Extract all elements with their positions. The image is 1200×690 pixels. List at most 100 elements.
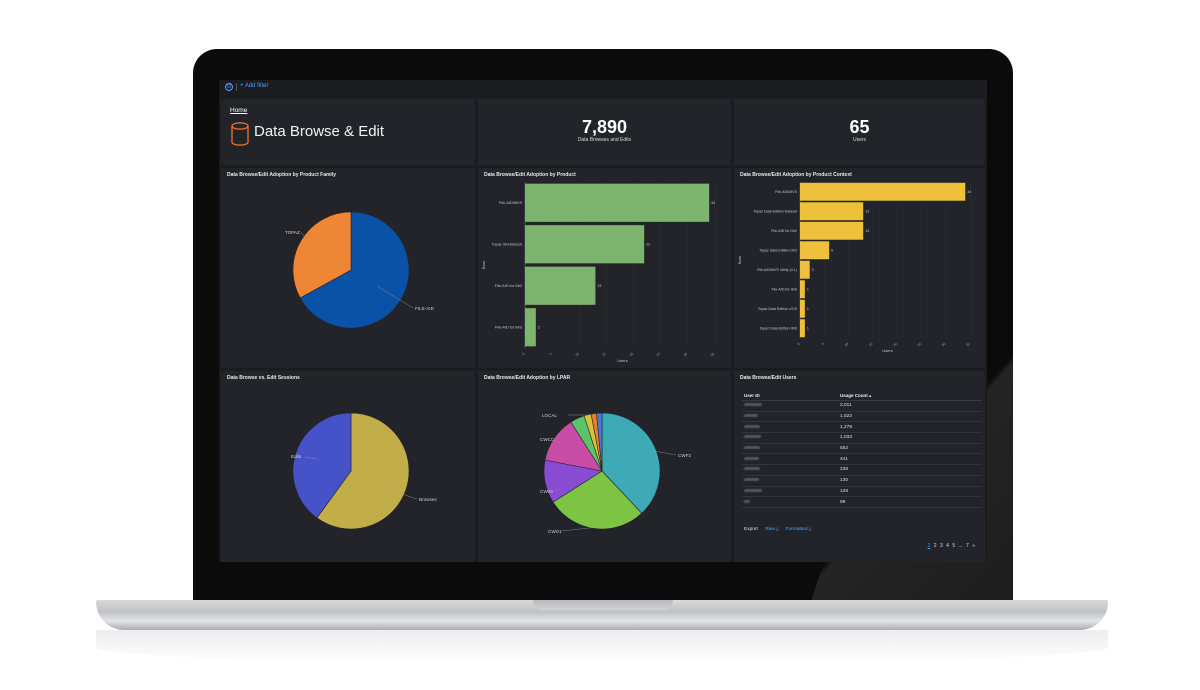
page-link[interactable]: 4 [946,543,949,549]
x-tick-label: 10 [844,342,850,348]
panel-title: Data Browse/Edit Users [740,375,797,381]
bar [525,183,710,222]
data-label: 22 [646,243,650,247]
table-row: 1,278 [742,422,982,434]
table-row: 1,033 [742,433,982,444]
lpar-chart-panel: Data Browse/Edit Adoption by LPAR CWF2 CW… [478,371,731,562]
kpi-label: Data Browses and Edits [577,137,632,143]
table-row: 130 [742,476,982,487]
data-label: 1 [807,327,809,331]
leader-line [553,488,561,492]
x-tick-label: 0 [522,352,526,356]
kpi-browses-panel: 7,890 Data Browses and Edits [478,99,731,165]
slice-label: CWO1 [548,529,562,534]
user-id-cell [742,446,840,451]
bar [800,299,805,318]
leader-line [300,231,314,249]
data-label: 6 [831,249,833,253]
y-axis-label: Bars [481,261,486,269]
usage-count-cell: 99 [840,499,846,505]
data-label: 1 [807,307,809,311]
category-label: Topaz Data Edition z/OS [758,307,798,311]
user-id-cell [742,467,840,472]
panel-title: Data Browse/Edit Adoption by Product [484,172,576,178]
data-label: 34 [967,190,971,194]
slice-label: LOCAL [542,413,558,418]
panel-title: Data Browse vs. Edit Sessions [227,375,300,381]
x-tick-label: 10 [574,352,580,358]
breadcrumb-home[interactable]: Home [230,107,248,114]
kpi-users-panel: 65 Users [734,99,985,165]
category-label: Topaz Data Edition Dataset [753,210,797,214]
x-tick-label: 25 [917,342,923,348]
export-formatted-link[interactable]: Formatted ⤓ [785,527,811,532]
laptop-notch [533,600,673,610]
page-link[interactable]: 7 [966,543,969,549]
table-row: 128 [742,487,982,498]
leader-line [304,456,318,460]
slice-label: FILE-AID [415,306,435,311]
x-tick-label: 5 [821,342,825,346]
slice-label: CWF2 [678,453,691,458]
category-label: Topaz Data Edition Db2 [759,249,797,253]
x-axis-label: Users [882,348,892,353]
x-tick-label: 0 [797,342,801,346]
page-next[interactable]: » [972,543,975,549]
usage-count-cell: 441 [840,456,849,462]
filter-icon[interactable]: ⊙ [225,83,233,91]
pie-slice [552,470,643,530]
header-panel: Home Data Browse & Edit [221,99,475,165]
leader-line [553,438,565,448]
redacted-user-id [744,403,762,407]
x-tick-label: 35 [965,342,971,348]
family-pie-chart: FILE-AID TOPAZ [285,211,435,329]
page-link[interactable]: 5 [952,543,956,549]
users-table-panel: Data Browse/Edit Users User ID Usage Cou… [734,371,985,562]
user-id-cell [742,403,840,408]
table-row: 238 [742,465,982,476]
user-id-cell [742,488,840,494]
panel-title: Data Browse/Edit Adoption by LPAR [484,375,571,381]
x-tick-label: 35 [710,352,716,358]
pie-slice [316,412,410,530]
kpi-value: 7,890 [581,117,628,137]
filter-bar: ⊙ + Add filter [219,80,987,94]
data-label: 34 [711,201,715,205]
lpar-pie-chart: CWF2 CWO1 CW09 CWCC LOCAL [540,412,691,534]
user-id-cell [742,499,840,505]
page-current[interactable]: 1 [927,543,931,549]
bar [800,319,805,338]
users-table: User ID Usage Count ▴ 2,011 1,522 1,278 1,0… [742,391,982,508]
user-id-cell [742,414,840,419]
data-label: 13 [865,229,869,233]
x-tick-label: 5 [549,352,553,356]
bar [525,266,596,305]
slice-label: CWCC [540,437,555,442]
pagination: 1 2 3 4 5 ... 7 » [928,543,975,549]
column-header-usage-count[interactable]: Usage Count ▴ [840,392,872,398]
export-raw-link[interactable]: Raw ⤓ [765,527,779,532]
page-link[interactable]: 3 [939,543,943,549]
data-label: 2 [538,326,540,330]
database-icon [231,122,249,146]
slice-label: Edits [291,454,302,459]
family-chart-panel: Data Browse/Edit Adoption by Product Fam… [221,168,475,368]
laptop-shadow [96,630,1108,664]
page-link[interactable]: 2 [933,543,937,549]
data-label: 1 [807,288,809,292]
category-label: File-AID/MVS Utility (4.1) [757,268,797,272]
user-id-cell [742,435,840,440]
product-chart-panel: Data Browse/Edit Adoption by Product 0 5 1… [478,168,731,368]
category-label: File-AID for IMS [495,326,522,330]
sessions-pie-chart: Browses Edits [291,412,437,530]
x-tick-label: 25 [656,352,662,358]
x-tick-label: 30 [683,352,689,358]
leader-line [376,285,414,309]
column-header-user-id[interactable]: User ID [744,393,760,398]
bar [525,308,536,347]
add-filter-button[interactable]: + Add filter [240,83,269,89]
redacted-user-id [744,478,759,482]
category-label: File-AID for IMS [771,288,797,292]
leader-line [561,526,599,532]
usage-count-cell: 130 [840,478,849,484]
